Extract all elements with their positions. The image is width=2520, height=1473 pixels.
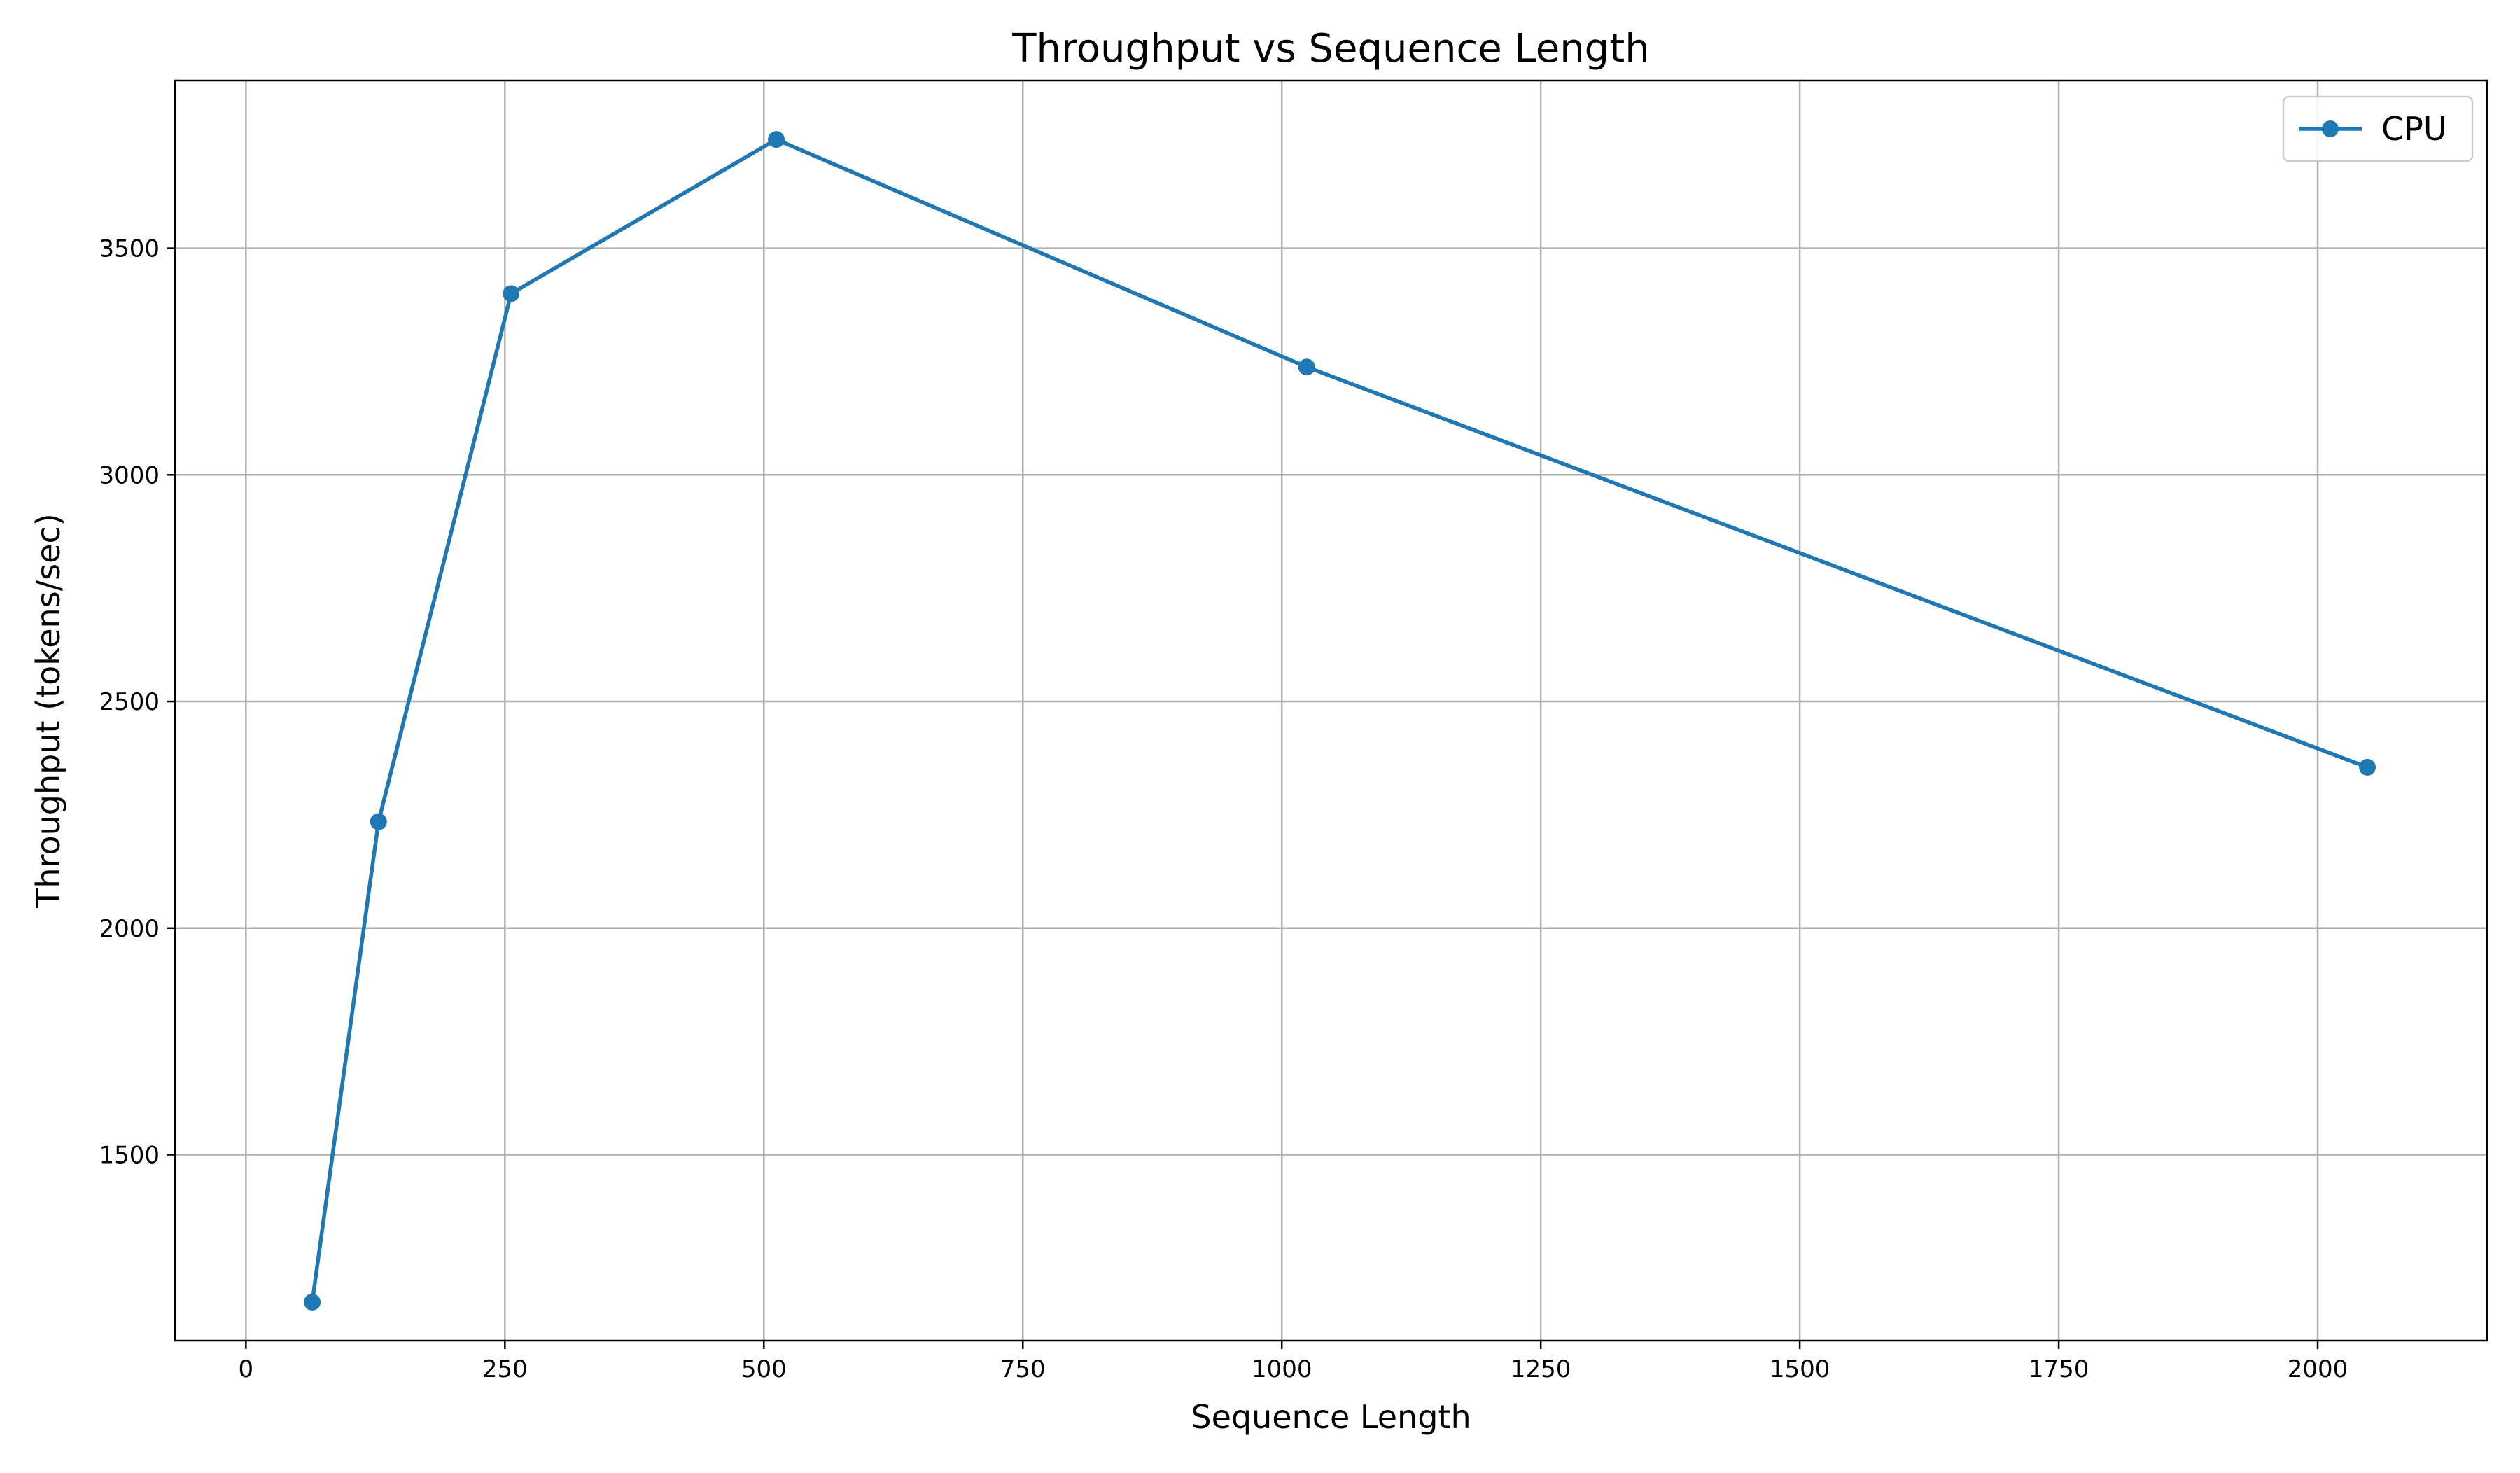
x-axis-label: Sequence Length: [1191, 1398, 1471, 1436]
data-point: [768, 131, 785, 148]
series-line-cpu: [310, 137, 2370, 1304]
y-axis-label: Throughput (tokens/sec): [29, 513, 67, 908]
y-tick-label: 1500: [99, 1142, 160, 1170]
legend-box: [2282, 95, 2474, 162]
y-tick-label: 2000: [99, 915, 160, 943]
y-tick-label: 3500: [99, 235, 160, 263]
legend: CPU: [2282, 95, 2474, 162]
x-tick-label: 1500: [1770, 1355, 1830, 1383]
plot-frame: [174, 79, 2488, 1342]
data-point: [2359, 758, 2376, 776]
data-point: [503, 285, 520, 302]
data-point: [370, 813, 387, 830]
legend-marker: [2322, 120, 2339, 137]
x-tick-label: 750: [1000, 1355, 1046, 1383]
x-tick-label: 1750: [2029, 1355, 2090, 1383]
x-tick-label: 1250: [1511, 1355, 1572, 1383]
x-tick-label: 1000: [1252, 1355, 1312, 1383]
series-layer: [304, 131, 2376, 1311]
y-tick-label: 3000: [99, 461, 160, 489]
legend-label: CPU: [2381, 110, 2447, 148]
x-tick-label: 2000: [2288, 1355, 2348, 1383]
y-tick-label: 2500: [99, 688, 160, 716]
chart-title: Throughput vs Sequence Length: [1011, 26, 1649, 71]
x-tick-label: 0: [239, 1355, 254, 1383]
data-point: [1298, 358, 1315, 376]
axis-ticks: 0 250 500 750 1000 1250 1500 1750 2000 1500 2000 25…: [99, 235, 2348, 1383]
data-point: [304, 1293, 321, 1311]
x-tick-label: 500: [741, 1355, 787, 1383]
grid: [175, 81, 2487, 1341]
x-tick-label: 250: [482, 1355, 528, 1383]
